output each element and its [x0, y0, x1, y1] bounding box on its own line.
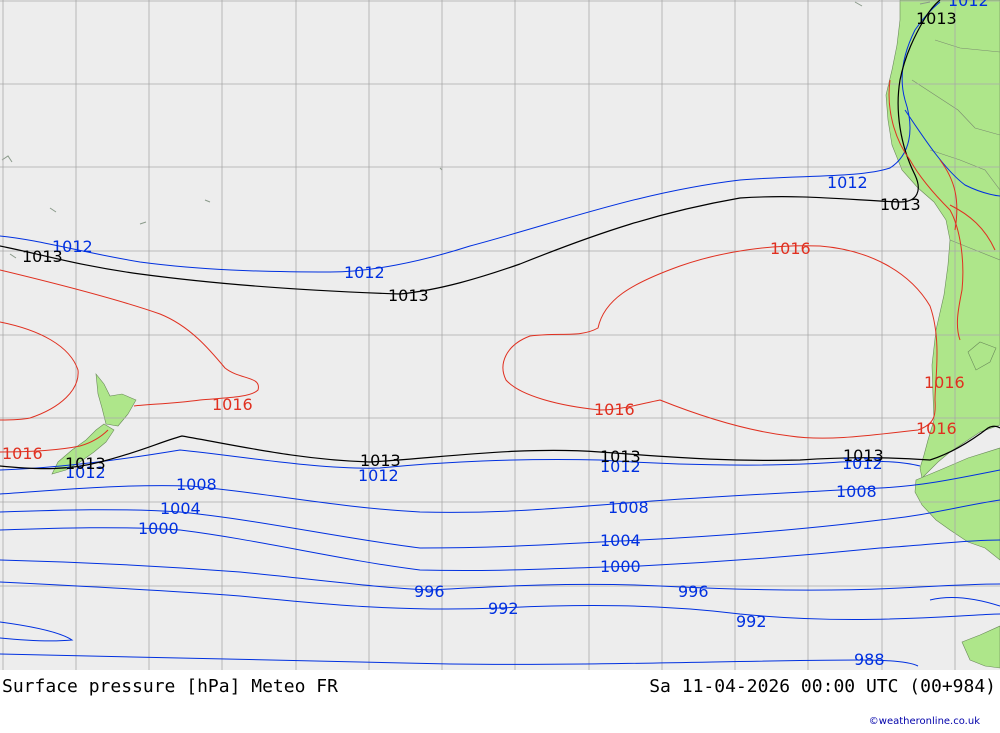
label-1013-f: 1013 [360, 451, 401, 470]
label-1000-b: 1000 [600, 557, 641, 576]
isobar-996 [0, 559, 1000, 591]
label-1013-e: 1013 [65, 454, 106, 473]
isobar-1012-north [0, 1, 941, 273]
label-1013-h: 1013 [843, 446, 884, 465]
isobar-1016-high-center [502, 245, 938, 439]
isobar-1013-north [0, 0, 941, 295]
credit-link[interactable]: ©weatheronline.co.uk [868, 716, 980, 727]
isobars-mid [0, 0, 1000, 470]
isobar-1013-south [0, 425, 1000, 470]
label-1012-g: 1012 [600, 457, 641, 476]
label-1012-c: 1012 [827, 173, 868, 192]
isobars-high [0, 79, 996, 453]
isobar-992 [0, 581, 1000, 620]
isobar-1000 [0, 527, 1000, 572]
label-1012-e: 1012 [65, 463, 106, 482]
label-1013-c: 1013 [880, 195, 921, 214]
label-1008-c: 1008 [836, 482, 877, 501]
label-1016-e: 1016 [916, 419, 957, 438]
label-992-b: 992 [736, 612, 767, 631]
pressure-map: 1012 1012 1012 1012 1012 1012 1012 1012 … [0, 0, 1000, 670]
map-title: Surface pressure [hPa] Meteo FR [2, 676, 338, 697]
label-1004-b: 1004 [600, 531, 641, 550]
isobar-988 [0, 621, 919, 667]
lat-lon-grid [0, 0, 1000, 670]
label-1012-b: 1012 [344, 263, 385, 282]
isobars-low [0, 1, 1000, 667]
label-1008-b: 1008 [608, 498, 649, 517]
label-1012-a: 1012 [52, 237, 93, 256]
isobar-1016-nz [0, 429, 109, 453]
new-zealand-south-island [51, 423, 115, 475]
label-1016-a: 1016 [770, 239, 811, 258]
island-east [967, 341, 997, 371]
label-1016-d: 1016 [924, 373, 965, 392]
isobar-labels: 1012 1012 1012 1012 1012 1012 1012 1012 … [2, 0, 989, 669]
label-996-b: 996 [678, 582, 709, 601]
isobar-1012-coast [904, 109, 1000, 197]
label-988: 988 [854, 650, 885, 669]
label-1012-f: 1012 [358, 466, 399, 485]
isobar-1004 [0, 499, 1000, 549]
isobar-1016-west-bottom [0, 321, 79, 421]
isobar-1016-coast [888, 79, 996, 341]
small-islands [1, 1, 931, 259]
new-zealand-north-island [95, 373, 137, 427]
label-1013-g: 1013 [600, 447, 641, 466]
isobar-1008 [0, 469, 1000, 513]
isobar-1016-west-top [0, 269, 259, 407]
falkland-land [961, 625, 1000, 669]
label-1013-d: 1013 [916, 9, 957, 28]
label-1013-a: 1013 [22, 247, 63, 266]
label-992-a: 992 [488, 599, 519, 618]
label-1016-f: 1016 [2, 444, 43, 463]
label-1000-a: 1000 [138, 519, 179, 538]
label-1004-a: 1004 [160, 499, 201, 518]
isobar-988-east [929, 597, 1000, 607]
label-1012-h: 1012 [842, 454, 883, 473]
south-america-tip [914, 447, 1000, 561]
label-1013-b: 1013 [388, 286, 429, 305]
label-1008-a: 1008 [176, 475, 217, 494]
map-timestamp: Sa 11-04-2026 00:00 UTC (00+984) [649, 676, 996, 697]
label-996-a: 996 [414, 582, 445, 601]
isobar-1012-south [0, 449, 921, 471]
country-borders [911, 39, 1000, 261]
label-1016-c: 1016 [594, 400, 635, 419]
label-1012-d: 1012 [948, 0, 989, 10]
label-1016-b: 1016 [212, 395, 253, 414]
